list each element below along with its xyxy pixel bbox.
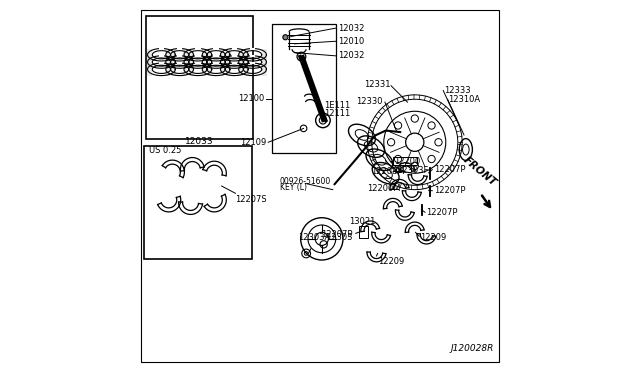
Text: 12111: 12111	[324, 109, 350, 118]
Text: 12310A: 12310A	[449, 95, 481, 104]
Bar	[144, 146, 252, 259]
Text: 12200: 12200	[394, 157, 420, 166]
Text: 12330: 12330	[356, 97, 383, 106]
Text: 12100: 12100	[238, 94, 264, 103]
Text: 12303: 12303	[326, 233, 353, 242]
Text: 12032: 12032	[338, 51, 365, 60]
Text: 13021: 13021	[349, 217, 376, 226]
Text: 12303F: 12303F	[397, 166, 429, 175]
Bar	[421, 204, 422, 215]
Text: 12208M: 12208M	[371, 167, 404, 176]
Text: 12033: 12033	[185, 137, 213, 146]
Text: 12333: 12333	[444, 86, 470, 95]
Text: 1E111: 1E111	[324, 101, 350, 110]
Bar	[146, 16, 253, 139]
Text: 12209: 12209	[378, 257, 404, 266]
Text: KEY (L): KEY (L)	[280, 183, 307, 192]
Text: 12109: 12109	[240, 138, 266, 147]
Text: 00926-51600: 00926-51600	[280, 177, 331, 186]
Text: 12010: 12010	[338, 37, 364, 46]
Text: US 0.25: US 0.25	[148, 146, 181, 155]
Bar	[360, 226, 369, 238]
Text: 12200M: 12200M	[367, 185, 401, 193]
Text: 12331: 12331	[365, 80, 391, 89]
Text: 12207S: 12207S	[236, 195, 267, 204]
Text: FRONT: FRONT	[462, 155, 499, 188]
Text: 12207P: 12207P	[321, 230, 353, 238]
Text: 12209: 12209	[420, 233, 447, 242]
Text: J120028R: J120028R	[451, 344, 494, 353]
Text: 12032: 12032	[338, 24, 365, 33]
Bar	[272, 24, 335, 153]
Text: 12303A: 12303A	[298, 233, 330, 242]
Text: 12207P: 12207P	[434, 186, 465, 195]
Circle shape	[283, 35, 288, 40]
Text: 12207P: 12207P	[426, 208, 458, 217]
Bar	[393, 157, 417, 165]
Text: 12207P: 12207P	[434, 165, 465, 174]
